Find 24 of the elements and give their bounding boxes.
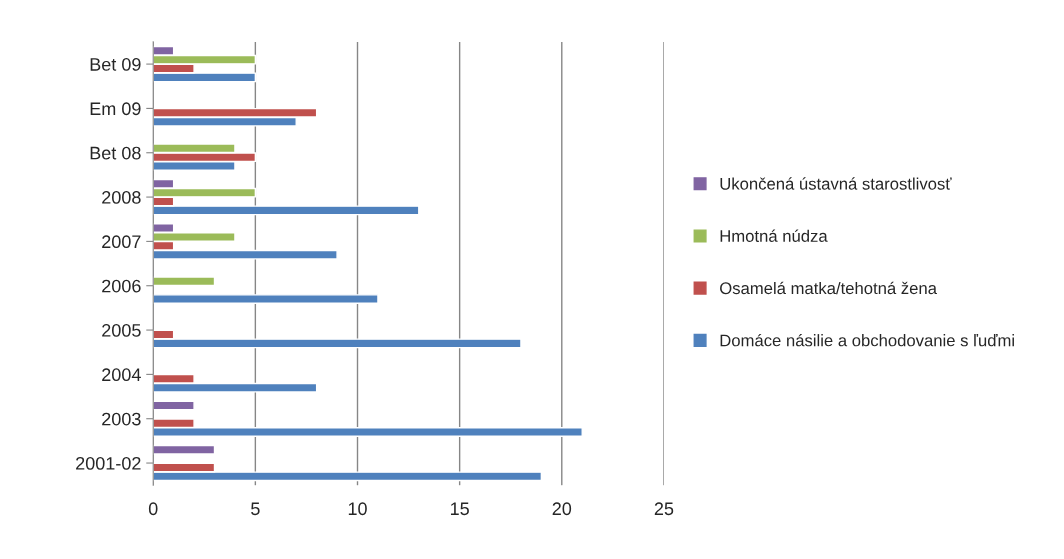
legend-label: Domáce násilie a obchodovanie s ľuďmi bbox=[720, 333, 1014, 347]
x-tick-label: 5 bbox=[251, 502, 260, 516]
y-tick-label: 2005 bbox=[102, 324, 141, 337]
y-tick-label: Bet 08 bbox=[90, 146, 141, 160]
legend-label: Ukončená ústavná starostlivosť bbox=[720, 177, 952, 190]
bar bbox=[153, 400, 195, 411]
y-tick-label: 2001-02 bbox=[76, 456, 141, 470]
bar bbox=[153, 444, 216, 455]
y-tick-label: 2004 bbox=[102, 368, 141, 382]
y-tick-label: 2008 bbox=[102, 191, 141, 204]
bar bbox=[153, 276, 216, 287]
legend-label: Osamelá matka/tehotná žena bbox=[720, 281, 937, 295]
y-tick-label: Bet 09 bbox=[90, 58, 141, 71]
x-tick-label: 0 bbox=[148, 502, 158, 516]
y-tick-label: 2007 bbox=[102, 235, 141, 249]
x-tick-label: 10 bbox=[348, 502, 367, 516]
y-tick-label: 2003 bbox=[102, 412, 141, 426]
y-tick-label: Em 09 bbox=[90, 102, 141, 116]
x-tick-label: 25 bbox=[654, 502, 674, 516]
x-tick-label: 20 bbox=[552, 502, 572, 516]
x-tick-label: 15 bbox=[450, 502, 469, 516]
legend-label: Hmotná núdza bbox=[720, 229, 828, 242]
y-tick-label: 2006 bbox=[102, 279, 141, 293]
bar bbox=[153, 294, 379, 304]
